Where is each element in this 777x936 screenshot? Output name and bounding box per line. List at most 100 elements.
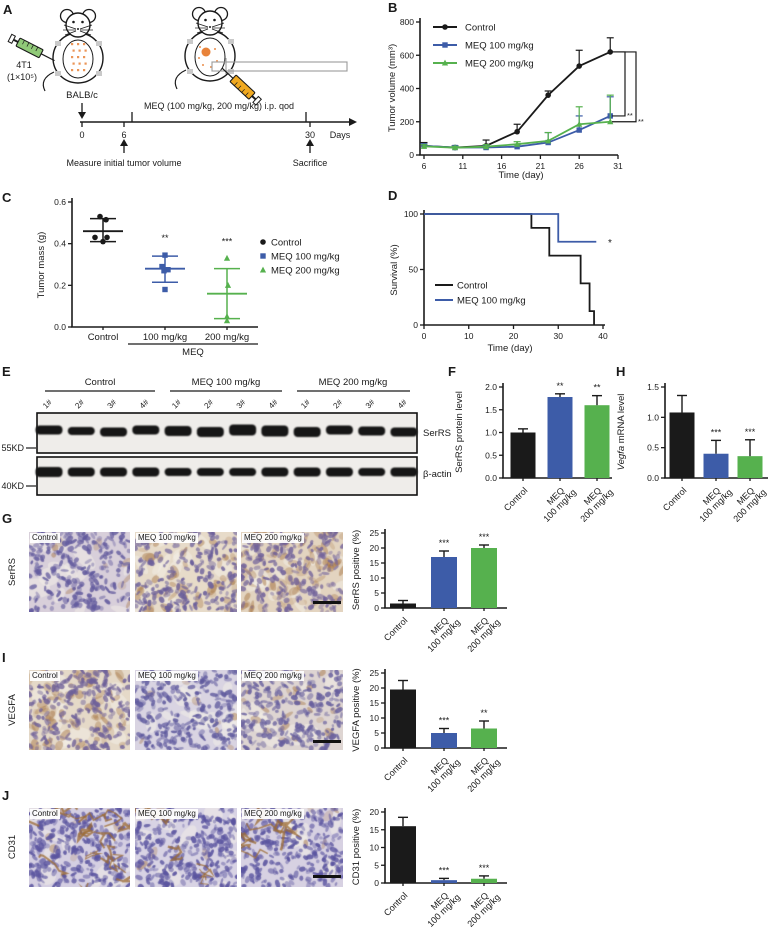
svg-text:20: 20 xyxy=(370,683,380,693)
svg-text:26: 26 xyxy=(574,161,584,171)
belly-outline xyxy=(62,39,94,79)
svg-text:20: 20 xyxy=(509,331,519,341)
arrow-up-icon xyxy=(120,139,128,146)
svg-text:0.2: 0.2 xyxy=(54,280,66,290)
svg-text:Time (day): Time (day) xyxy=(498,170,543,181)
ihc-label-cd31-meq100: MEQ 100 mg/kg xyxy=(136,809,198,819)
svg-text:**: ** xyxy=(161,233,169,243)
ihc-image-serrs-meq200 xyxy=(241,532,343,612)
blot-band-serrs xyxy=(67,427,95,435)
svg-text:VEGFA positive (%): VEGFA positive (%) xyxy=(351,668,362,751)
svg-text:2#: 2# xyxy=(331,397,344,410)
svg-text:5: 5 xyxy=(374,728,379,738)
svg-text:***: *** xyxy=(439,716,450,726)
svg-text:Control: Control xyxy=(85,377,116,388)
svg-text:***: *** xyxy=(439,865,450,875)
svg-text:2#: 2# xyxy=(73,397,86,410)
panel-f-serrs-protein-chart: 0.0 0.5 1.0 1.5 2.0 SerRS protein level Contro… xyxy=(454,381,616,524)
svg-text:**: ** xyxy=(556,381,564,391)
caliper-icon xyxy=(211,61,348,72)
svg-text:Control: Control xyxy=(382,615,410,643)
tumor-icon xyxy=(201,47,211,57)
bar-F-1 xyxy=(547,397,573,478)
bar-J-0 xyxy=(390,826,416,883)
svg-text:100: 100 xyxy=(404,209,418,219)
svg-text:MEQ 200 mg/kg: MEQ 200 mg/kg xyxy=(271,266,340,277)
svg-text:**: ** xyxy=(638,117,644,126)
panel-c-tumor-mass-chart: 0.0 0.2 0.4 0.6 Tumor mass (g) Control ** 100 m… xyxy=(36,197,340,358)
blot-band-serrs xyxy=(164,426,192,436)
svg-text:MEQ100 mg/kg: MEQ100 mg/kg xyxy=(419,885,463,929)
panel-a-schematic: 4T1 (1×10⁵) BALB/c 0 6 30 Days MEQ (100 mg/kg, … xyxy=(7,6,357,168)
svg-text:0: 0 xyxy=(374,603,379,613)
bar-I-1 xyxy=(431,733,457,748)
svg-text:40: 40 xyxy=(598,331,608,341)
svg-text:20: 20 xyxy=(370,543,380,553)
ihc-label-serrs-meq200: MEQ 200 mg/kg xyxy=(242,533,304,543)
svg-text:3#: 3# xyxy=(364,397,377,410)
bar-I-0 xyxy=(390,689,416,748)
svg-text:0.0: 0.0 xyxy=(485,473,497,483)
svg-text:5: 5 xyxy=(374,860,379,870)
ihc-image-serrs-control xyxy=(29,532,130,612)
ihc-image-vegfa-meq200 xyxy=(241,670,343,750)
svg-text:11: 11 xyxy=(458,161,467,171)
svg-text:***: *** xyxy=(745,427,756,437)
svg-text:15: 15 xyxy=(370,698,380,708)
svg-text:BALB/c: BALB/c xyxy=(66,90,98,101)
svg-text:MEQ200 mg/kg: MEQ200 mg/kg xyxy=(459,750,503,792)
blot-band-actin xyxy=(325,467,353,477)
bar-J-2 xyxy=(471,878,497,883)
svg-text:0: 0 xyxy=(79,130,84,140)
svg-text:SerRS: SerRS xyxy=(423,428,451,439)
svg-text:Control: Control xyxy=(465,23,496,34)
svg-text:MEQ200 mg/kg: MEQ200 mg/kg xyxy=(725,480,769,524)
svg-text:(1×10⁵): (1×10⁵) xyxy=(7,72,37,82)
svg-text:2.0: 2.0 xyxy=(485,382,497,392)
ihc-label-serrs-meq100: MEQ 100 mg/kg xyxy=(136,533,198,543)
svg-text:30: 30 xyxy=(554,331,564,341)
svg-text:MEQ200 mg/kg: MEQ200 mg/kg xyxy=(572,480,616,524)
belly-outline xyxy=(194,37,226,77)
svg-text:1.0: 1.0 xyxy=(485,428,497,438)
blot-band-actin xyxy=(261,467,289,477)
svg-text:*: * xyxy=(608,238,612,249)
arrow-down-icon xyxy=(78,112,86,119)
svg-text:Control: Control xyxy=(382,755,410,783)
blot-band-serrs xyxy=(261,425,289,437)
svg-text:MEQ 100 mg/kg: MEQ 100 mg/kg xyxy=(192,377,261,388)
svg-text:6: 6 xyxy=(121,130,126,140)
bar-G-2 xyxy=(471,548,497,608)
svg-text:30: 30 xyxy=(305,130,315,140)
svg-text:MEQ100 mg/kg: MEQ100 mg/kg xyxy=(419,750,463,792)
row-label-serrs: SerRS xyxy=(7,558,18,586)
ihc-image-vegfa-control xyxy=(29,670,130,750)
bar-I-2 xyxy=(471,728,497,748)
svg-text:0: 0 xyxy=(374,743,379,753)
bar-F-0 xyxy=(510,432,536,478)
svg-text:0.5: 0.5 xyxy=(485,450,497,460)
svg-text:0: 0 xyxy=(413,320,418,330)
svg-text:MEQ: MEQ xyxy=(182,347,204,358)
svg-text:**: ** xyxy=(593,383,601,393)
svg-text:0.0: 0.0 xyxy=(647,473,659,483)
svg-text:16: 16 xyxy=(497,161,507,171)
svg-text:MEQ200 mg/kg: MEQ200 mg/kg xyxy=(459,885,503,929)
svg-text:1#: 1# xyxy=(170,397,183,410)
svg-text:Days: Days xyxy=(330,130,351,140)
svg-text:Control: Control xyxy=(661,485,689,513)
bar-H-1 xyxy=(703,453,729,478)
svg-text:0.0: 0.0 xyxy=(54,322,66,332)
svg-text:1.0: 1.0 xyxy=(647,412,659,422)
svg-text:1.5: 1.5 xyxy=(647,382,659,392)
svg-text:4#: 4# xyxy=(396,397,409,410)
svg-text:3#: 3# xyxy=(235,397,248,410)
ihc-label-vegfa-meq200: MEQ 200 mg/kg xyxy=(242,671,304,681)
svg-text:Survival (%): Survival (%) xyxy=(389,244,400,295)
svg-text:20: 20 xyxy=(370,807,380,817)
ihc-image-cd31-meq200 xyxy=(241,808,343,887)
svg-text:0: 0 xyxy=(422,331,427,341)
panel-label-b: B xyxy=(388,0,398,15)
ihc-image-cd31-control xyxy=(29,808,130,887)
blot-band-serrs xyxy=(35,425,63,435)
